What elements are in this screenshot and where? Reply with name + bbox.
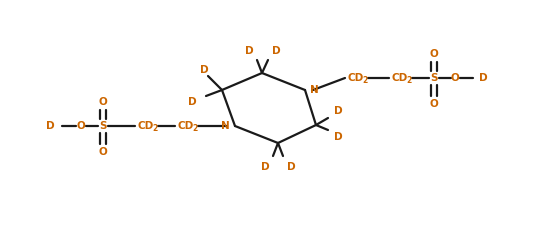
Text: D: D — [261, 162, 270, 172]
Text: D: D — [287, 162, 295, 172]
Text: D: D — [188, 97, 196, 107]
Text: CD: CD — [348, 73, 364, 83]
Text: CD: CD — [178, 121, 194, 131]
Text: 2: 2 — [192, 124, 197, 133]
Text: D: D — [272, 46, 280, 56]
Text: O: O — [77, 121, 85, 131]
Text: O: O — [99, 147, 107, 157]
Text: N: N — [310, 85, 319, 95]
Text: S: S — [99, 121, 107, 131]
Text: S: S — [430, 73, 438, 83]
Text: O: O — [430, 99, 438, 109]
Text: D: D — [199, 65, 208, 75]
Text: CD: CD — [138, 121, 154, 131]
Text: O: O — [451, 73, 459, 83]
Text: 2: 2 — [152, 124, 157, 133]
Text: O: O — [99, 97, 107, 107]
Text: D: D — [245, 46, 253, 56]
Text: D: D — [334, 132, 342, 142]
Text: D: D — [334, 106, 342, 116]
Text: CD: CD — [392, 73, 408, 83]
Text: 2: 2 — [406, 76, 411, 85]
Text: N: N — [221, 121, 230, 131]
Text: D: D — [46, 121, 55, 131]
Text: D: D — [479, 73, 488, 83]
Text: 2: 2 — [362, 76, 367, 85]
Text: O: O — [430, 49, 438, 59]
